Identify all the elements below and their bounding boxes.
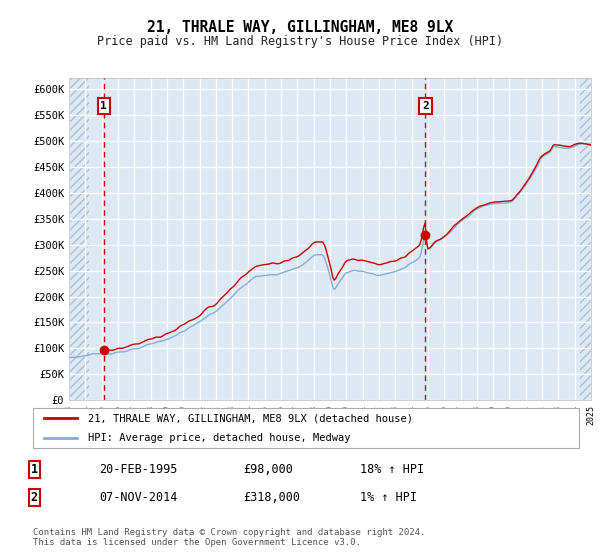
FancyBboxPatch shape — [33, 408, 579, 448]
Text: Price paid vs. HM Land Registry's House Price Index (HPI): Price paid vs. HM Land Registry's House … — [97, 35, 503, 48]
Text: 2: 2 — [31, 491, 38, 504]
Text: HPI: Average price, detached house, Medway: HPI: Average price, detached house, Medw… — [88, 432, 350, 442]
Text: Contains HM Land Registry data © Crown copyright and database right 2024.
This d: Contains HM Land Registry data © Crown c… — [33, 528, 425, 547]
Text: 21, THRALE WAY, GILLINGHAM, ME8 9LX: 21, THRALE WAY, GILLINGHAM, ME8 9LX — [147, 20, 453, 35]
Text: 1: 1 — [100, 101, 107, 111]
Text: 2: 2 — [422, 101, 429, 111]
Text: £98,000: £98,000 — [243, 463, 293, 476]
Text: 1: 1 — [31, 463, 38, 476]
Text: 21, THRALE WAY, GILLINGHAM, ME8 9LX (detached house): 21, THRALE WAY, GILLINGHAM, ME8 9LX (det… — [88, 413, 413, 423]
Text: 07-NOV-2014: 07-NOV-2014 — [99, 491, 178, 504]
Text: 20-FEB-1995: 20-FEB-1995 — [99, 463, 178, 476]
Text: 18% ↑ HPI: 18% ↑ HPI — [360, 463, 424, 476]
Text: 1% ↑ HPI: 1% ↑ HPI — [360, 491, 417, 504]
Text: £318,000: £318,000 — [243, 491, 300, 504]
